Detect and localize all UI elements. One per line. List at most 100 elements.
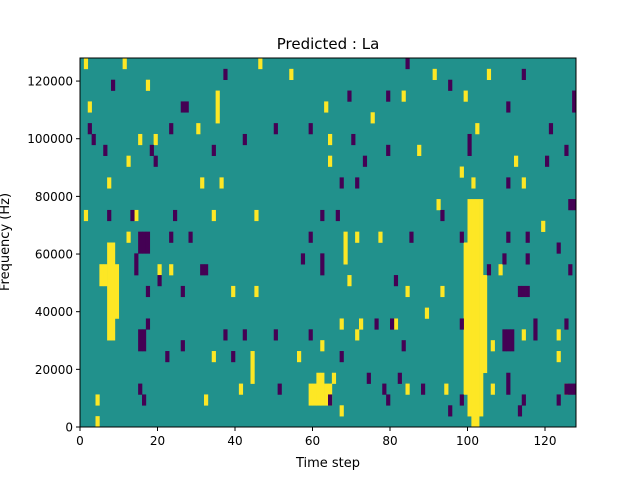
heatmap-cell	[436, 199, 441, 211]
heatmap-cell	[169, 231, 174, 243]
heatmap-cell	[312, 383, 317, 406]
heatmap-cell	[273, 123, 278, 135]
heatmap-cell	[556, 329, 561, 341]
heatmap-cell	[99, 264, 104, 287]
heatmap-cell	[548, 123, 554, 135]
heatmap-cell	[506, 101, 511, 113]
heatmap-cell	[138, 231, 143, 254]
x-tick-label: 20	[150, 434, 165, 448]
heatmap-cell	[308, 123, 313, 135]
heatmap-cell	[471, 199, 476, 417]
heatmap-cell	[471, 177, 476, 189]
heatmap-cell	[165, 351, 170, 363]
heatmap-cell	[486, 264, 492, 276]
heatmap-cell	[242, 133, 247, 146]
heatmap-cell	[355, 177, 360, 189]
heatmap-cell	[525, 285, 530, 298]
heatmap-cell	[211, 209, 216, 222]
heatmap-cell	[254, 209, 259, 222]
y-tick-label: 80000	[35, 190, 73, 204]
heatmap-cell	[390, 318, 395, 330]
heatmap-cell	[277, 383, 282, 395]
heatmap-cell	[126, 231, 131, 243]
heatmap-cell	[238, 383, 244, 395]
heatmap-cell	[231, 285, 236, 298]
heatmap-cell	[145, 318, 151, 330]
heatmap-cell	[463, 242, 468, 395]
heatmap-cell	[308, 231, 313, 243]
heatmap-cell	[320, 372, 325, 406]
heatmap-cell	[359, 318, 364, 330]
heatmap-cell	[316, 372, 321, 406]
heatmap-cell	[378, 231, 383, 243]
heatmap-cell	[568, 383, 573, 395]
heatmap-cell	[405, 285, 410, 298]
heatmap-cell	[475, 405, 480, 428]
plot-frame	[79, 57, 577, 428]
heatmap-cell	[572, 90, 577, 113]
heatmap-cell	[498, 264, 503, 276]
heatmap-cell	[180, 340, 185, 352]
heatmap-cell	[506, 329, 511, 352]
heatmap-cell	[95, 416, 100, 428]
y-tick-label: 60000	[35, 248, 73, 262]
heatmap-cell	[145, 79, 151, 91]
heatmap-cell	[351, 133, 356, 146]
heatmap-cell	[556, 351, 561, 363]
heatmap-cell	[180, 285, 185, 298]
heatmap-cell	[521, 329, 526, 341]
heatmap-cell	[107, 177, 112, 189]
heatmap-cell	[103, 264, 108, 287]
heatmap-cell	[289, 68, 294, 81]
heatmap-cell	[486, 68, 492, 81]
heatmap-cell	[386, 144, 391, 156]
heatmap-cell	[153, 155, 158, 167]
heatmap-cell	[479, 199, 484, 417]
heatmap-cell	[343, 231, 348, 265]
x-axis-label: Time step	[295, 456, 360, 471]
heatmap-cell	[320, 340, 325, 352]
heatmap-cell	[111, 242, 116, 341]
heatmap-cell	[204, 394, 209, 406]
heatmap-cell	[556, 242, 561, 254]
heatmap-cell	[405, 383, 410, 395]
heatmap-cell	[231, 351, 236, 363]
heatmap-cell	[134, 209, 139, 222]
heatmap-cell	[169, 123, 174, 135]
heatmap-cell	[169, 264, 174, 276]
heatmap-cell	[254, 285, 259, 298]
heatmap-cell	[459, 394, 464, 406]
heatmap-cell	[324, 101, 329, 113]
heatmap-cell	[502, 253, 507, 265]
heatmap-cell	[490, 340, 495, 352]
heatmap-cell	[514, 155, 519, 167]
x-tick-label: 40	[227, 434, 242, 448]
heatmap-cell	[308, 383, 313, 406]
heatmap-cell	[409, 231, 414, 243]
heatmap-cell	[355, 329, 360, 341]
y-tick-label: 0	[65, 421, 73, 435]
heatmap-background	[80, 58, 576, 427]
heatmap-cell	[382, 383, 387, 395]
x-tick-label: 120	[534, 434, 557, 448]
heatmap-cell	[215, 90, 220, 124]
heatmap-cell	[521, 177, 526, 189]
heatmap-cell	[374, 318, 379, 330]
heatmap-cell	[157, 264, 162, 276]
heatmap-cell	[517, 405, 523, 417]
heatmap-cell	[188, 231, 193, 243]
y-axis-label: Frequency (Hz)	[0, 193, 13, 291]
heatmap-cell	[328, 133, 333, 146]
heatmap-cell	[444, 383, 449, 395]
heatmap-cell	[320, 209, 325, 222]
heatmap-cell	[564, 383, 569, 395]
heatmap-cell	[328, 394, 333, 406]
heatmap-cell	[211, 144, 216, 156]
heatmap-cell	[328, 155, 333, 167]
heatmap-cell	[122, 58, 127, 70]
heatmap-cell	[145, 231, 151, 254]
heatmap-cell	[490, 383, 495, 395]
y-axis: 0 20000 40000 60000 80000 100000 120000	[27, 75, 80, 435]
heatmap-cell	[483, 275, 488, 374]
